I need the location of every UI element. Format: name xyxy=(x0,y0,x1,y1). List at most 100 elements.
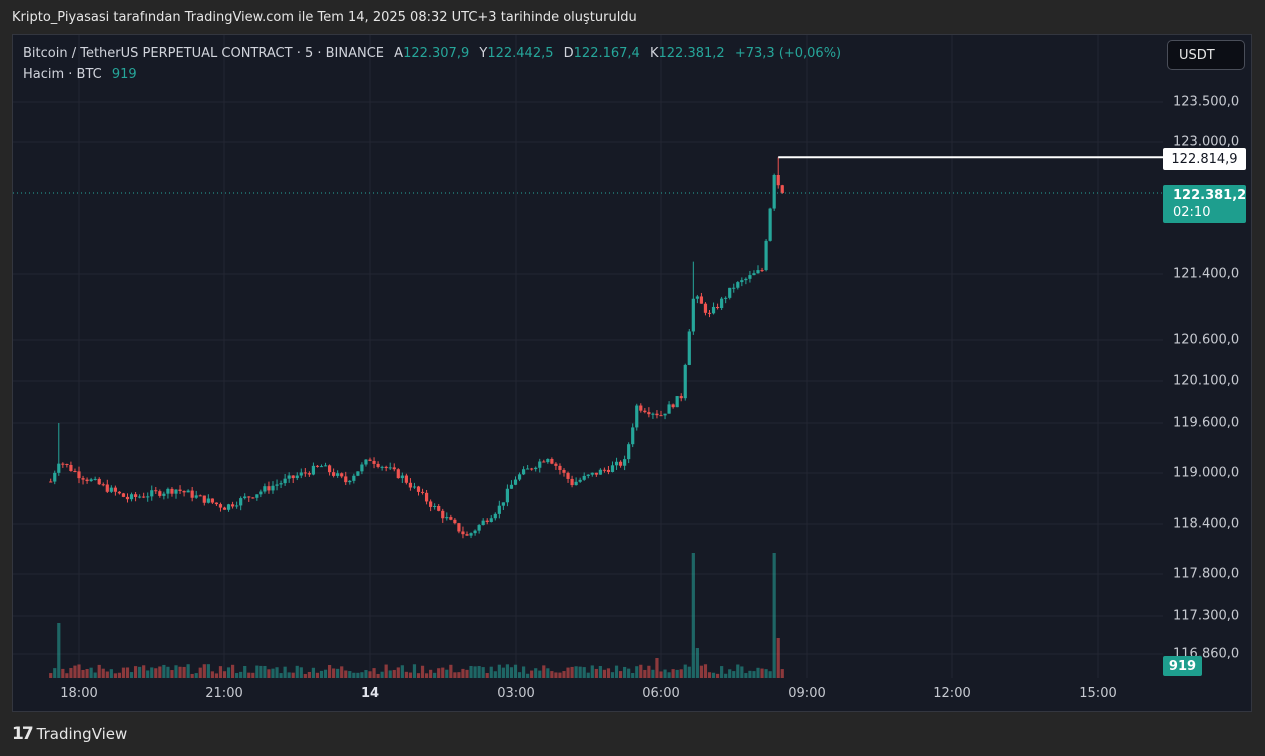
candle-body xyxy=(695,296,699,299)
volume-bar xyxy=(675,669,679,678)
candle-body xyxy=(376,463,380,467)
candle-body xyxy=(481,520,485,526)
candle-body xyxy=(618,461,623,466)
candle-body xyxy=(550,459,554,464)
volume-bar xyxy=(332,668,336,678)
candle-body xyxy=(412,486,417,488)
last-price-label: 122.381,2 02:10 xyxy=(1163,185,1246,223)
candle-body xyxy=(663,413,667,416)
tradingview-brand[interactable]: 17 TradingView xyxy=(12,724,127,744)
candle-body xyxy=(368,459,372,461)
volume-bar xyxy=(473,666,477,678)
candle-body xyxy=(299,472,303,476)
time-scale[interactable]: 18:00 21:00 14 03:00 06:00 09:00 12:00 15:00 xyxy=(13,678,1163,711)
candle-body xyxy=(424,492,429,502)
candle-body xyxy=(311,465,316,475)
candle-body xyxy=(291,475,295,479)
candle-body xyxy=(707,312,712,314)
candle-body xyxy=(655,413,659,416)
volume-bar xyxy=(711,672,716,678)
candle-body xyxy=(420,491,425,493)
chart-pane[interactable]: Bitcoin / TetherUS PERPETUAL CONTRACT · … xyxy=(12,34,1252,712)
volume-bar xyxy=(202,664,206,678)
volume-bar xyxy=(214,673,219,678)
candle-body xyxy=(517,474,522,480)
volume-bar xyxy=(368,671,372,678)
volume-value: 919 xyxy=(111,67,137,82)
symbol-title[interactable]: Bitcoin / TetherUS PERPETUAL CONTRACT · … xyxy=(23,46,385,61)
volume-bar xyxy=(481,667,485,678)
candle-body xyxy=(703,303,708,313)
price-tick-label: 119.000,0 xyxy=(1173,465,1240,481)
candle-body xyxy=(65,464,69,466)
volume-bar xyxy=(404,671,408,678)
volume-bar xyxy=(521,666,526,678)
price-scale[interactable]: 123.500,0 123.000,0 121.400,0 120.600,0 120.… xyxy=(1163,35,1251,678)
candle-body xyxy=(562,469,566,473)
candle-body xyxy=(416,486,421,492)
candle-body xyxy=(469,533,473,536)
volume-bar xyxy=(445,669,449,678)
volume-bar xyxy=(618,671,623,678)
volume-bar xyxy=(586,672,590,678)
candle-body xyxy=(683,364,687,399)
candle-body xyxy=(437,505,441,511)
candle-body xyxy=(356,471,360,476)
candle-body xyxy=(279,483,283,485)
candle-body xyxy=(194,495,198,498)
candle-body xyxy=(408,482,413,488)
volume-bar xyxy=(687,666,691,678)
candle-body xyxy=(627,444,631,460)
volume-bar xyxy=(105,671,109,678)
volume-bar xyxy=(699,665,704,678)
volume-bar xyxy=(352,672,356,678)
volume-bar xyxy=(117,672,122,678)
candle-body xyxy=(433,505,437,507)
volume-marker-label: 919 xyxy=(1163,656,1202,676)
volume-bar xyxy=(453,672,457,678)
candle-body xyxy=(756,270,760,274)
volume-bar xyxy=(315,672,320,678)
volume-bar xyxy=(178,666,182,678)
candle-body xyxy=(610,465,615,472)
volume-bar xyxy=(101,668,105,678)
volume-bar xyxy=(433,672,437,678)
candle-body xyxy=(364,459,368,465)
candle-body xyxy=(780,185,784,194)
candle-body xyxy=(89,479,93,482)
time-tick-label: 18:00 xyxy=(60,686,98,701)
candle-body xyxy=(323,465,328,467)
candle-body xyxy=(736,282,740,288)
volume-bar xyxy=(550,671,554,678)
currency-button[interactable]: USDT xyxy=(1167,40,1245,70)
volume-label[interactable]: Hacim · BTC xyxy=(23,67,102,82)
volume-bar xyxy=(299,667,303,678)
candlestick-chart[interactable] xyxy=(13,35,1163,678)
plot-area[interactable]: Bitcoin / TetherUS PERPETUAL CONTRACT · … xyxy=(13,35,1163,678)
price-tick-label: 120.600,0 xyxy=(1173,332,1240,348)
candle-body xyxy=(210,498,214,503)
time-tick-label: 06:00 xyxy=(642,686,680,701)
volume-bar xyxy=(509,667,514,678)
volume-bar xyxy=(441,667,445,678)
candle-body xyxy=(287,475,291,479)
volume-bar xyxy=(493,671,497,678)
candle-body xyxy=(113,487,117,492)
candle-body xyxy=(606,469,611,472)
candle-body xyxy=(73,470,77,472)
candle-body xyxy=(509,484,514,489)
volume-bar xyxy=(73,665,77,678)
candle-body xyxy=(772,175,776,209)
candle-body xyxy=(764,240,768,271)
candle-body xyxy=(283,478,287,484)
volume-bar xyxy=(210,671,214,678)
candle-body xyxy=(643,410,647,413)
candle-body xyxy=(776,175,780,186)
volume-bar xyxy=(651,669,655,678)
candle-body xyxy=(489,518,493,522)
volume-bar xyxy=(534,668,538,678)
volume-bar xyxy=(752,671,756,678)
candle-body xyxy=(259,491,263,495)
open-label: A xyxy=(394,46,404,61)
time-tick-label: 12:00 xyxy=(933,686,971,701)
